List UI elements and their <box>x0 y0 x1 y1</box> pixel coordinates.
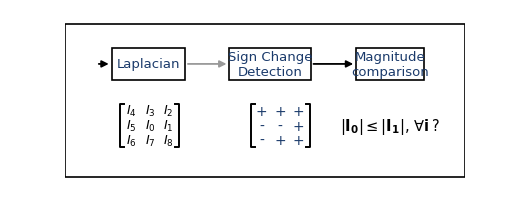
Text: $I_6$: $I_6$ <box>126 133 136 148</box>
Text: +: + <box>293 133 305 147</box>
Text: -: - <box>259 119 264 133</box>
Text: $I_1$: $I_1$ <box>163 118 174 133</box>
Text: $I_5$: $I_5$ <box>126 118 136 133</box>
Text: Magnitude
comparison: Magnitude comparison <box>351 51 429 79</box>
Text: -: - <box>259 133 264 147</box>
Text: $|\mathbf{I_0}|\leq|\mathbf{I_1}|,\,\forall \mathbf{i}\,?$: $|\mathbf{I_0}|\leq|\mathbf{I_1}|,\,\for… <box>340 116 440 136</box>
Text: +: + <box>293 104 305 118</box>
Text: +: + <box>274 133 286 147</box>
Text: $I_4$: $I_4$ <box>126 104 136 119</box>
Text: $I_8$: $I_8$ <box>163 133 174 148</box>
Text: -: - <box>278 119 282 133</box>
FancyBboxPatch shape <box>230 49 311 81</box>
Text: Laplacian: Laplacian <box>116 58 180 71</box>
FancyBboxPatch shape <box>112 49 185 81</box>
Text: $I_2$: $I_2$ <box>163 104 174 119</box>
Text: $I_3$: $I_3$ <box>145 104 155 119</box>
Text: $I_7$: $I_7$ <box>145 133 155 148</box>
Text: +: + <box>274 104 286 118</box>
Text: $I_0$: $I_0$ <box>145 118 155 133</box>
Text: +: + <box>293 119 305 133</box>
Text: +: + <box>256 104 267 118</box>
FancyBboxPatch shape <box>356 49 424 81</box>
Text: Sign Change
Detection: Sign Change Detection <box>228 51 312 79</box>
